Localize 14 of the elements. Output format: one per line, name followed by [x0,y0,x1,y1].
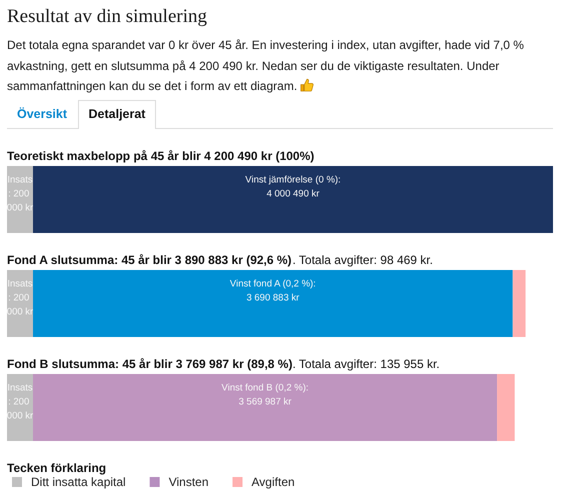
y-tick-label: Teoretiskt maxbelopp på 45 år blir 4 200 490 kr (100%) [7,149,314,163]
legend-title: Tecken förklaring [7,461,106,475]
chart-subtitle: Det totala egna sparandet var 0 kr över 45 år. En investering i index, utan avgifter, hade vid 7,0 % avkastning, gett en slutsumma på 4 200 490 kr. Nedan ser du de viktigaste resultaten. Under sammanfattningen kan du se det i form av ett diagram. [7,37,525,95]
legend-label: Ditt insatta kapital [31,475,126,489]
data-label: Vinst fond A (0,2 %): 3 690 883 kr [230,278,316,304]
tab-label: Detaljerat [88,107,146,121]
legend-label: Vinsten [168,475,209,489]
data-label: Vinst jämförelse (0 %): 4 000 490 kr [245,174,341,200]
legend-label: Avgiften [252,475,295,489]
data-label: Vinst fond B (0,2 %): 3 569 987 kr [222,382,308,408]
y-tick-label: Fond B slutsumma: 45 år blir 3 769 987 kr (89,8 %). Totala avgifter: 135 955 kr. [7,357,440,371]
chart-title: Resultat av din simulering [7,5,208,29]
tab-label: Översikt [16,107,68,121]
y-tick-label: Fond A slutsumma: 45 år blir 3 890 883 kr (92,6 %). Totala avgifter: 98 469 kr. [7,253,433,267]
